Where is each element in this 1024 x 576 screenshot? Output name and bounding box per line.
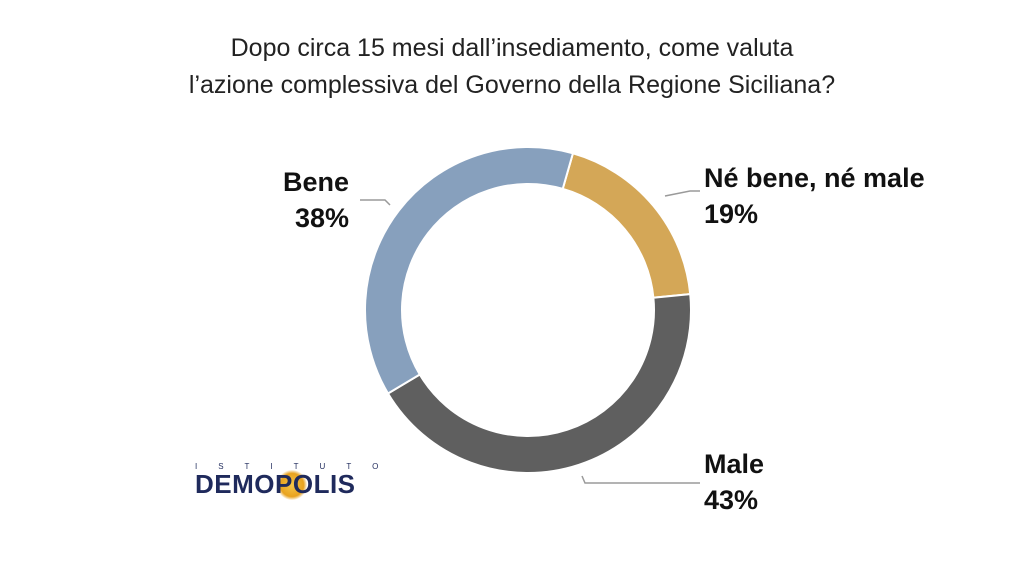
leader-line-ne-bene-ne-male	[664, 190, 700, 197]
donut-slices	[364, 146, 692, 474]
logo-main-part-1: DEM	[195, 469, 255, 499]
donut-slice-male	[386, 293, 692, 474]
chart-title: Dopo circa 15 mesi dall’insediamento, co…	[0, 30, 1024, 104]
sun-icon	[277, 470, 307, 500]
logo-top-text: ISTITUTO	[195, 462, 400, 471]
leader-line-bene	[360, 199, 391, 206]
slice-label-male: Male	[704, 449, 764, 479]
chart-title-line-1: Dopo circa 15 mesi dall’insediamento, co…	[230, 34, 794, 62]
logo-main-sun-letter: O	[254, 469, 276, 499]
chart-title-line-2: l’azione complessiva del Governo della R…	[188, 71, 836, 99]
demopolis-logo: ISTITUTO DEMOPOLIS	[195, 462, 400, 500]
slice-value-male: 43%	[704, 485, 758, 515]
logo-main-part-2: POLIS	[275, 469, 356, 499]
donut-slice-bene	[364, 146, 575, 395]
leader-line-male	[581, 475, 700, 484]
slice-value-bene: 38%	[295, 203, 349, 233]
donut-slice-n-bene-n-male	[561, 152, 692, 299]
slice-value-ne-bene-ne-male: 19%	[704, 199, 758, 229]
slice-label-bene: Bene	[283, 167, 349, 197]
logo-main-text: DEMOPOLIS	[195, 469, 356, 500]
slice-label-ne-bene-ne-male: Né bene, né male	[704, 163, 925, 193]
